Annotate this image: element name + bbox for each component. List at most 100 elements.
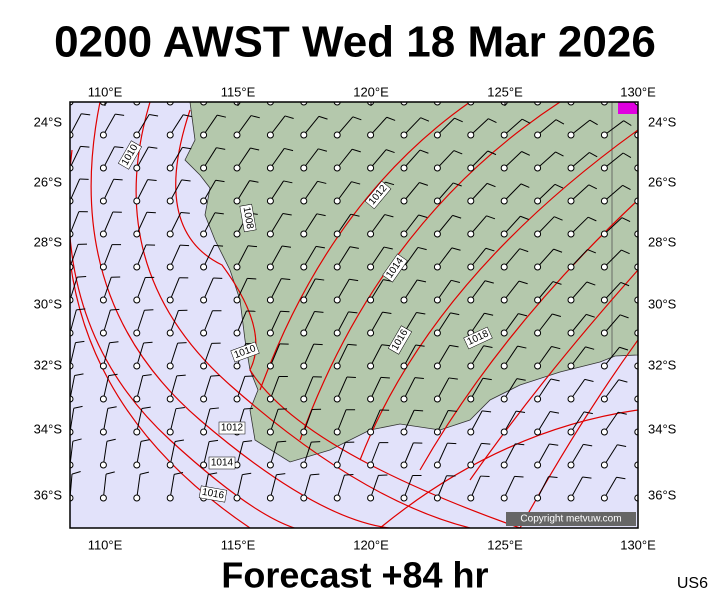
- barb-staff: [503, 151, 522, 169]
- barb-staff: [136, 408, 143, 433]
- barb-station: [500, 197, 508, 205]
- barb-station: [133, 494, 141, 502]
- barb-station: [266, 362, 274, 370]
- barb-staff: [570, 379, 586, 400]
- barb-station: [300, 494, 308, 502]
- barb-feather: [113, 178, 123, 181]
- barb-feather: [380, 376, 390, 379]
- barb-feather: [108, 373, 118, 377]
- map-frame: [69, 101, 639, 529]
- barb-station: [233, 296, 241, 304]
- wind-barb: [400, 279, 427, 304]
- barb-station: [133, 230, 141, 238]
- barb-station: [133, 362, 141, 370]
- barb-station: [534, 428, 542, 436]
- isobar: [359, 129, 638, 461]
- barb-feather: [214, 244, 224, 247]
- barb-station: [333, 395, 341, 403]
- barb-feather: [318, 148, 328, 152]
- barb-station: [433, 428, 441, 436]
- wind-barb: [300, 245, 325, 271]
- barb-staff: [336, 116, 354, 136]
- wind-barb: [300, 376, 322, 403]
- barb-station: [233, 230, 241, 238]
- wind-barb: [500, 183, 530, 205]
- barb-feather: [311, 441, 321, 443]
- barb-station: [467, 197, 475, 205]
- barb-staff: [603, 411, 619, 433]
- barb-station: [333, 428, 341, 436]
- barb-staff: [470, 475, 481, 499]
- barb-station: [600, 131, 608, 139]
- wind-barb: [400, 377, 424, 403]
- barb-station: [534, 395, 542, 403]
- barb-staff: [70, 375, 76, 400]
- wind-barb: [99, 308, 120, 337]
- isobar: [90, 102, 420, 528]
- wind-barb: [166, 179, 191, 205]
- barb-station: [567, 230, 575, 238]
- barb-staff: [537, 346, 552, 367]
- barb-feather: [616, 476, 626, 480]
- barb-station: [467, 461, 475, 469]
- barb-staff: [203, 102, 205, 103]
- barb-station: [600, 296, 608, 304]
- barb-station: [333, 263, 341, 271]
- lat-label: 28°S: [34, 234, 63, 249]
- wind-barb: [567, 281, 596, 304]
- barb-feather: [418, 214, 428, 218]
- lat-label: 26°S: [34, 174, 63, 189]
- barb-station: [500, 494, 508, 502]
- barb-station: [433, 395, 441, 403]
- isobar-label-box: [387, 325, 413, 355]
- barb-staff: [437, 102, 439, 103]
- barb-staff: [269, 213, 284, 235]
- barb-feather: [657, 154, 665, 159]
- barb-staff: [136, 310, 145, 334]
- wind-barb: [500, 313, 528, 337]
- wind-barb: [433, 377, 458, 403]
- barb-staff: [436, 280, 452, 301]
- wind-barb: [400, 442, 423, 469]
- barb-station: [500, 131, 508, 139]
- barb-staff: [236, 474, 243, 499]
- lon-label: 120°E: [353, 84, 389, 99]
- barb-feather: [282, 212, 292, 216]
- barb-staff: [102, 277, 112, 301]
- barb-staff: [503, 313, 519, 334]
- wind-barb: [367, 442, 389, 469]
- barb-staff: [303, 376, 314, 400]
- barb-staff: [269, 148, 285, 169]
- barb-station: [534, 296, 542, 304]
- barb-staff: [270, 115, 286, 136]
- barb-station: [500, 230, 508, 238]
- wind-barb: [534, 183, 564, 205]
- barb-station: [534, 494, 542, 502]
- barb-staff: [70, 276, 78, 301]
- wind-barbs: [70, 82, 665, 502]
- barb-staff: [370, 279, 384, 301]
- wind-barb: [300, 473, 320, 502]
- wind-barb: [300, 278, 325, 304]
- barb-feather: [250, 115, 260, 119]
- barb-staff: [269, 278, 282, 301]
- barb-feather: [347, 343, 357, 346]
- barb-feather: [314, 311, 324, 313]
- barb-station: [400, 494, 408, 502]
- barb-staff: [470, 280, 486, 301]
- barb-station: [233, 362, 241, 370]
- barb-staff: [403, 149, 421, 169]
- barb-feather: [619, 346, 629, 351]
- wind-barb: [333, 311, 358, 337]
- barb-feather: [517, 345, 527, 349]
- barb-feather: [514, 475, 524, 478]
- barb-feather: [382, 311, 392, 314]
- barb-staff: [70, 244, 79, 268]
- barb-feather: [184, 82, 193, 84]
- wind-barb: [333, 474, 354, 502]
- barb-station: [266, 263, 274, 271]
- barb-staff: [436, 345, 451, 367]
- barb-staff: [136, 244, 147, 268]
- barb-feather: [488, 118, 497, 124]
- lon-label: 115°E: [221, 84, 256, 99]
